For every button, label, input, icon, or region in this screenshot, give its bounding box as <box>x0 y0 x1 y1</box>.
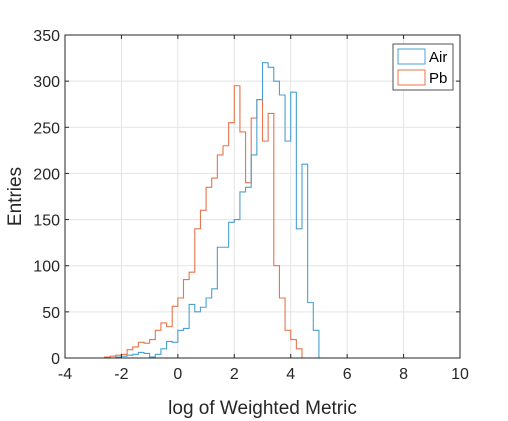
y-tick-label: 200 <box>33 166 60 183</box>
histogram-series-pb <box>103 85 325 359</box>
y-tick-labels: 0 50 100 150 200 250 300 350 <box>33 28 60 368</box>
legend-box <box>392 43 454 91</box>
tick-marks <box>64 34 461 359</box>
y-tick-label: 250 <box>33 120 60 137</box>
histogram-series-air <box>104 62 325 359</box>
legend: Air Pb <box>392 43 454 91</box>
y-tick-label: 350 <box>33 28 60 45</box>
legend-label-air: Air <box>429 49 447 66</box>
x-axis-label: log of Weighted Metric <box>168 398 357 419</box>
x-tick-label: 2 <box>230 366 239 383</box>
x-tick-label: 6 <box>343 366 352 383</box>
x-tick-label: 10 <box>451 366 469 383</box>
legend-swatch-air <box>397 48 426 65</box>
y-tick-label: 100 <box>33 259 60 276</box>
x-tick-label: 4 <box>286 366 295 383</box>
plot-frame <box>64 34 461 359</box>
legend-label-pb: Pb <box>429 70 447 87</box>
x-tick-label: 8 <box>399 366 408 383</box>
y-tick-label: 150 <box>33 213 60 230</box>
x-tick-label: -4 <box>58 366 72 383</box>
y-tick-label: 0 <box>51 351 60 368</box>
y-tick-label: 300 <box>33 74 60 91</box>
x-tick-label: -2 <box>114 366 128 383</box>
legend-swatch-pb <box>397 69 426 86</box>
y-axis-label: Entries <box>5 167 26 226</box>
x-tick-labels: -4 -2 0 2 4 6 8 10 <box>58 366 469 383</box>
x-tick-label: 0 <box>173 366 182 383</box>
series-layer <box>103 62 325 359</box>
y-tick-label: 50 <box>42 305 60 322</box>
